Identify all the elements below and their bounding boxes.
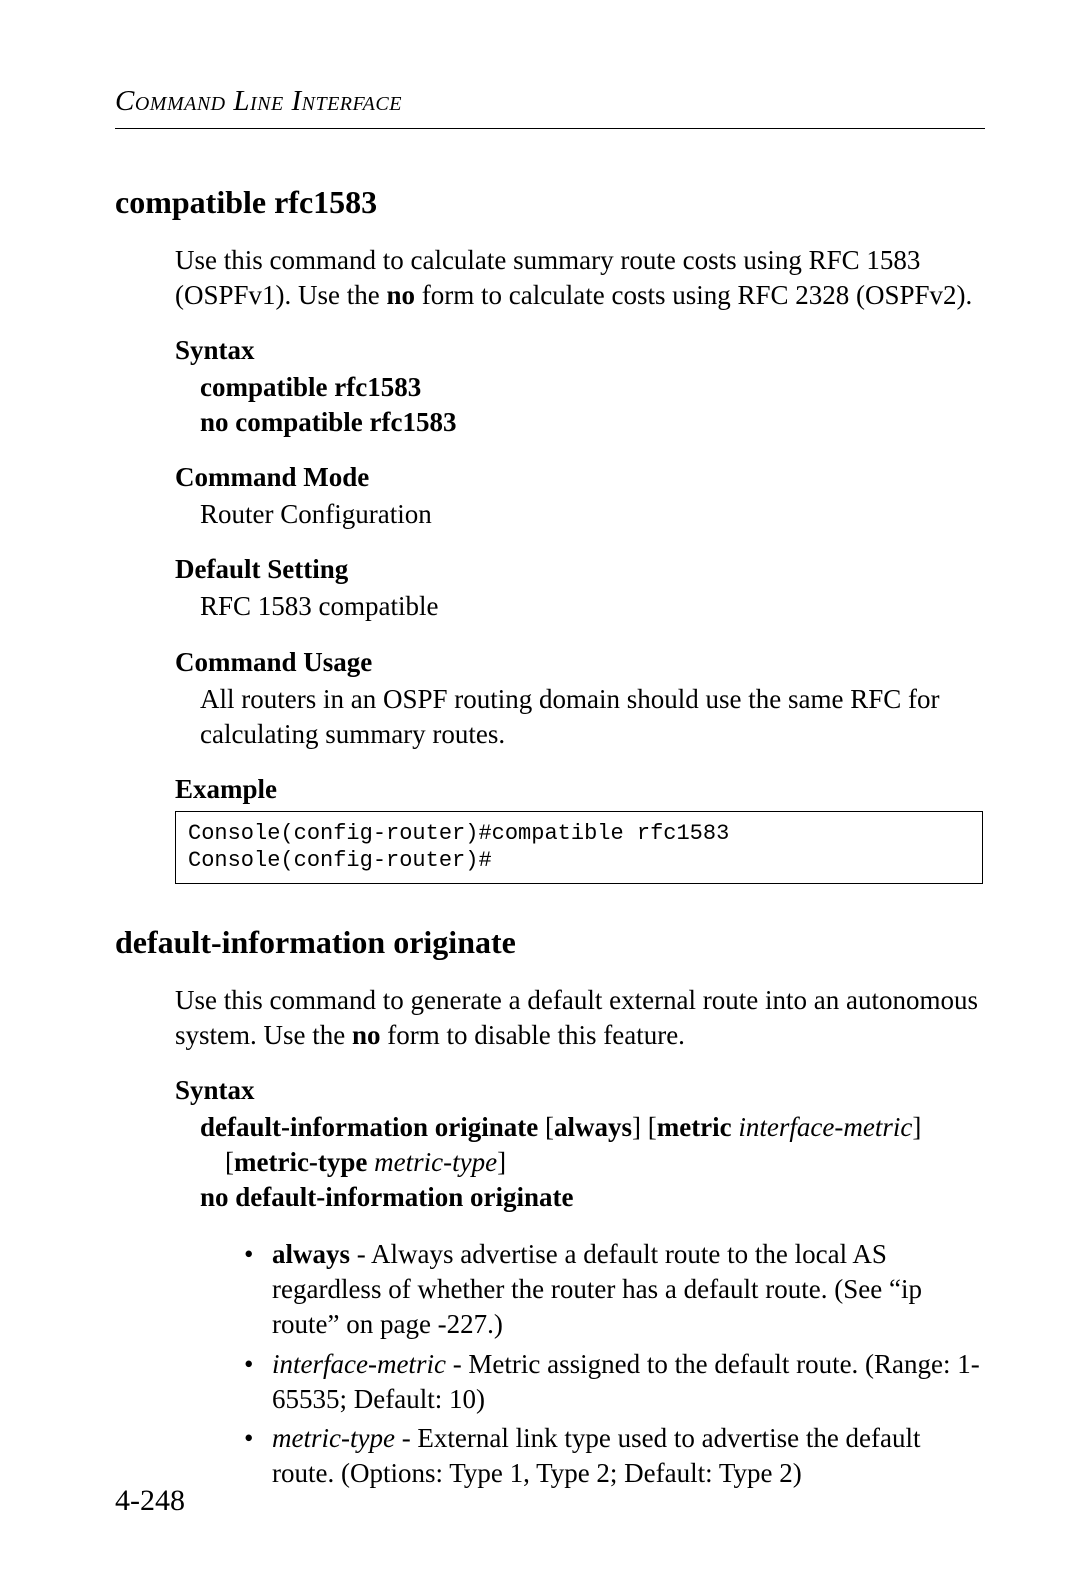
page-number: 4-248 — [115, 1484, 185, 1518]
section1-title: compatible rfc1583 — [115, 184, 985, 221]
header-title: Command Line Interface — [115, 85, 985, 118]
s2-syntax-block: default-information originate [always] [… — [175, 1110, 985, 1215]
s1-default-head: Default Setting — [175, 554, 985, 585]
s2-s-brk1a: [ — [545, 1112, 554, 1142]
section2-body: Use this command to generate a default e… — [175, 983, 985, 1491]
s1-default-body: RFC 1583 compatible — [200, 589, 985, 624]
s2-s-brk2b: ] — [497, 1147, 506, 1177]
s1-mode-body: Router Configuration — [200, 497, 985, 532]
s1-intro-no: no — [387, 280, 416, 310]
s2-s-b2: always — [554, 1112, 632, 1142]
s2-intro-post: form to disable this feature. — [381, 1020, 685, 1050]
s2-s-b3: metric — [657, 1112, 732, 1142]
s1-usage-body: All routers in an OSPF routing domain sh… — [200, 682, 985, 752]
s2-s-brk1b: ] [ — [632, 1112, 657, 1142]
b1-rest: - Always advertise a default route to th… — [272, 1239, 922, 1339]
section2-intro: Use this command to generate a default e… — [175, 983, 985, 1053]
bullet-always: always - Always advertise a default rout… — [240, 1237, 985, 1342]
header-rule — [115, 128, 985, 129]
s1-mode-head: Command Mode — [175, 462, 985, 493]
s2-s-brk2a: [ — [225, 1147, 234, 1177]
section2-title: default-information originate — [115, 924, 985, 961]
s2-syntax-l1: default-information originate [always] [… — [200, 1110, 985, 1145]
s1-syntax-l2: no compatible rfc1583 — [200, 405, 985, 440]
b3-ital: metric-type — [272, 1423, 395, 1453]
s2-bullets: always - Always advertise a default rout… — [240, 1237, 985, 1491]
s2-syntax-l2: [metric-type metric-type] — [225, 1145, 985, 1180]
b1-bold: always — [272, 1239, 350, 1269]
s1-intro-post: form to calculate costs using RFC 2328 (… — [415, 280, 972, 310]
s2-syntax-l3: no default-information originate — [200, 1180, 985, 1215]
s1-example-head: Example — [175, 774, 985, 805]
bullet-interface-metric: interface-metric - Metric assigned to th… — [240, 1347, 985, 1417]
s2-syntax-head: Syntax — [175, 1075, 985, 1106]
s2-s-brk1c: ] — [912, 1112, 921, 1142]
s2-intro-no: no — [352, 1020, 381, 1050]
s1-syntax-block: compatible rfc1583 no compatible rfc1583 — [175, 370, 985, 440]
s2-s-i1: interface-metric — [738, 1112, 912, 1142]
bullet-metric-type: metric-type - External link type used to… — [240, 1421, 985, 1491]
s1-syntax-l1: compatible rfc1583 — [200, 370, 985, 405]
s1-example-code: Console(config-router)#compatible rfc158… — [175, 811, 983, 884]
b2-ital: interface-metric — [272, 1349, 446, 1379]
s1-syntax-head: Syntax — [175, 335, 985, 366]
page-root: Command Line Interface compatible rfc158… — [0, 0, 1080, 1570]
s2-s-b4: metric-type — [234, 1147, 367, 1177]
section1-intro: Use this command to calculate summary ro… — [175, 243, 985, 313]
s2-s-i2: metric-type — [374, 1147, 497, 1177]
s2-s-b1: default-information originate — [200, 1112, 545, 1142]
section1-body: Use this command to calculate summary ro… — [175, 243, 985, 884]
s1-usage-head: Command Usage — [175, 647, 985, 678]
